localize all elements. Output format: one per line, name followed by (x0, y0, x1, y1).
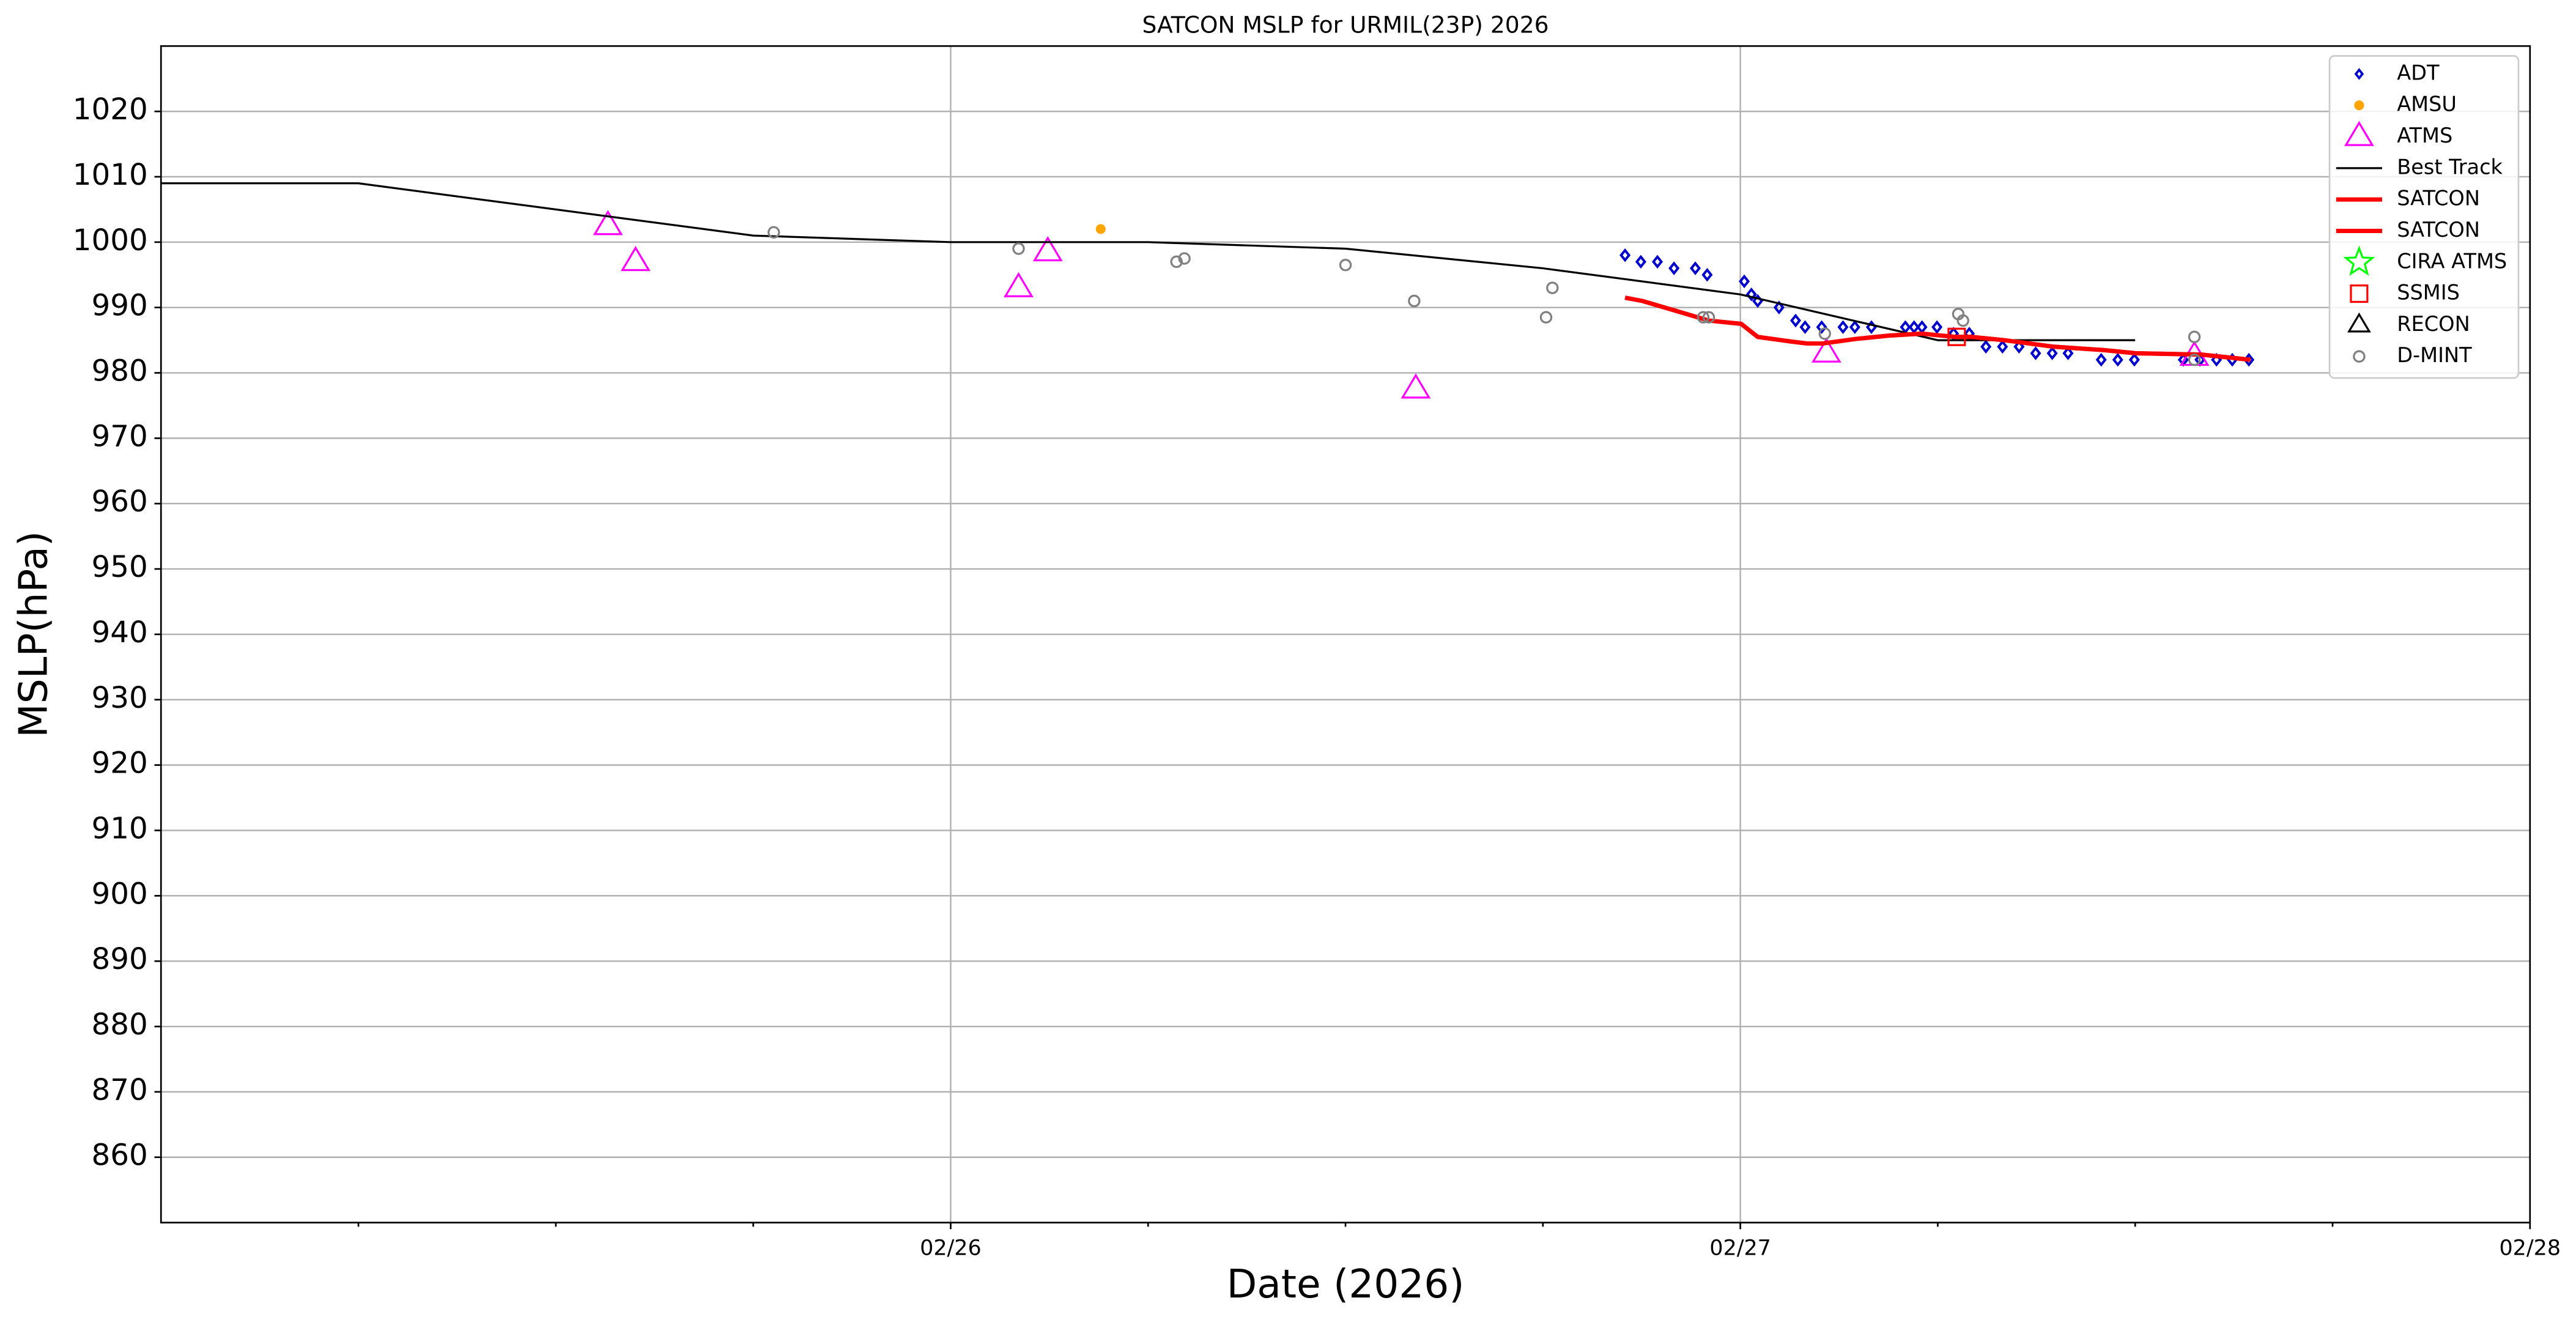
adt-marker (1837, 320, 1849, 335)
adt-marker (1849, 320, 1860, 335)
adt-marker (1980, 340, 1992, 354)
grid (161, 46, 2531, 1223)
circle-marker (1546, 281, 1559, 294)
triangle-marker (1032, 236, 1063, 262)
circle-marker (2188, 330, 2201, 343)
adt-marker (2128, 352, 2140, 367)
adt-marker (1931, 320, 1943, 335)
y-tick-label: 900 (91, 877, 147, 911)
square-marker (1947, 327, 1966, 346)
plot-data (161, 182, 2255, 399)
y-tick-label: 970 (91, 419, 147, 453)
square-marker (2350, 284, 2369, 303)
adt-marker (1619, 248, 1631, 262)
legend-box (2328, 55, 2520, 379)
y-tick-label: 950 (91, 550, 147, 584)
x-tick-label: 02/27 (1709, 1236, 1771, 1261)
circle-marker (1170, 255, 1183, 269)
legend-label: AMSU (2397, 92, 2457, 116)
circle-marker (1818, 327, 1831, 340)
circle-marker (1697, 311, 1710, 324)
legend-label: ADT (2397, 61, 2440, 84)
y-tick-label: 890 (91, 942, 147, 976)
adt-marker (2013, 340, 2025, 354)
adt-marker (2112, 352, 2123, 367)
adt-marker (1635, 254, 1646, 269)
adt-marker (2046, 346, 2058, 360)
legend-label: SATCON (2397, 187, 2480, 210)
circle-marker (1012, 242, 1025, 255)
y-tick-label: 880 (91, 1008, 147, 1042)
adt-marker (1790, 313, 1802, 328)
adt-marker (2095, 352, 2107, 367)
triangle-marker (2344, 121, 2374, 146)
y-tick-label: 990 (91, 289, 147, 323)
amsu-marker (1095, 224, 1106, 234)
legend-label: SATCON (2397, 218, 2480, 242)
circle-marker (1702, 311, 1715, 324)
legend-swatch (2354, 68, 2364, 80)
y-tick-label: 1020 (73, 92, 148, 127)
triangle-marker (1004, 272, 1034, 297)
adt-marker (1745, 288, 1757, 302)
triangle-marker (620, 246, 651, 272)
circle-marker (1539, 311, 1553, 324)
legend-label: Best Track (2397, 155, 2503, 179)
legend-label: CIRA ATMS (2397, 249, 2507, 273)
y-tick-label: 930 (91, 681, 147, 715)
adt-marker (1816, 320, 1827, 335)
adt-marker (1651, 254, 1664, 269)
circle-marker (1408, 294, 1421, 308)
y-tick-label: 1000 (73, 223, 148, 258)
chart-title: SATCON MSLP for URMIL(23P) 2026 (1142, 12, 1549, 39)
circle-marker (1339, 259, 1352, 272)
adt-marker (1668, 261, 1680, 275)
legend-label: RECON (2397, 312, 2470, 336)
adt-marker (1739, 274, 1750, 289)
triangle-marker (1811, 337, 1841, 363)
circle-marker (1178, 252, 1191, 265)
series-line (1624, 295, 2251, 362)
adt-marker (1701, 267, 1713, 282)
adt-marker (1773, 300, 1785, 314)
adt-marker (2062, 346, 2074, 360)
axes: SATCON MSLP for URMIL(23P) 2026 Date (20… (11, 12, 2561, 1307)
x-axis-label: Date (2026) (1227, 1261, 1465, 1307)
y-tick-label: 870 (91, 1073, 147, 1107)
adt-marker (2030, 346, 2041, 360)
circle-marker (2353, 350, 2366, 363)
y-tick-label: 980 (91, 354, 147, 388)
y-tick-label: 960 (91, 484, 147, 519)
triangle-marker (2347, 312, 2371, 333)
circle-marker (767, 226, 780, 239)
y-tick-label: 860 (91, 1138, 147, 1173)
y-tick-label: 1010 (73, 158, 148, 192)
circle-marker (1956, 314, 1969, 327)
circle-marker (2188, 353, 2201, 366)
y-tick-label: 920 (91, 746, 147, 781)
adt-marker (1799, 320, 1811, 335)
x-tick-label: 02/28 (2499, 1236, 2561, 1261)
x-tick-label: 02/26 (920, 1236, 982, 1261)
y-axis-label: MSLP(hPa) (11, 531, 57, 738)
adt-marker (1689, 261, 1701, 275)
legend-swatch (2354, 100, 2364, 111)
triangle-marker (593, 210, 623, 236)
triangle-marker (1401, 373, 1431, 399)
legend: ADT AMSU ATMS Best Track SATCON SATCON CIRA AT… (2328, 55, 2520, 379)
y-tick-label: 940 (91, 615, 147, 650)
legend-label: ATMS (2397, 124, 2452, 147)
legend-label: SSMIS (2397, 281, 2460, 305)
star-marker (2343, 245, 2375, 276)
adt-marker (1997, 340, 2008, 354)
series-line (161, 182, 2136, 341)
legend-label: D-MINT (2397, 343, 2472, 367)
y-tick-label: 910 (91, 811, 147, 845)
